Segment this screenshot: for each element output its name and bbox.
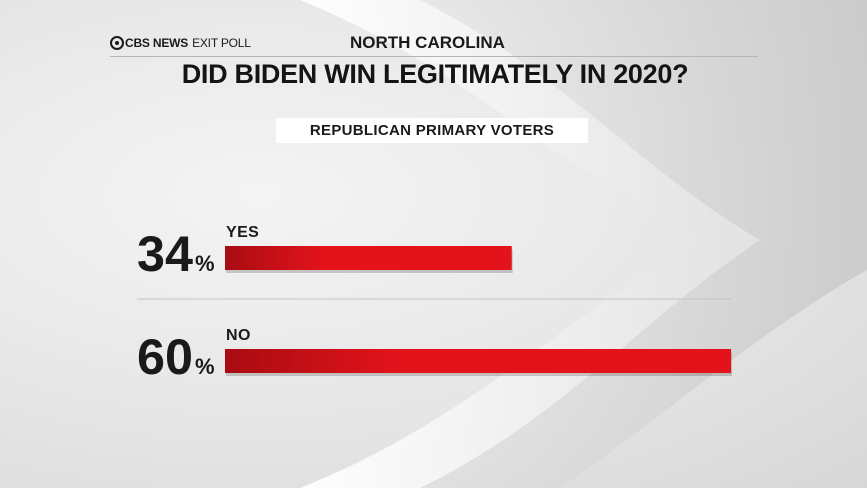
chart-subtitle: REPUBLICAN PRIMARY VOTERS (276, 118, 588, 143)
brand-name: CBS NEWS (125, 36, 189, 50)
category-label-yes: YES (226, 224, 259, 241)
bar-no (225, 349, 731, 373)
category-label-no: NO (226, 327, 251, 344)
bar-yes (225, 246, 512, 270)
header-divider (110, 56, 758, 57)
state-label: NORTH CAROLINA (350, 33, 505, 52)
chart-title: DID BIDEN WIN LEGITIMATELY IN 2020? (181, 59, 689, 89)
percent-sign: % (195, 251, 215, 276)
value-label-no: 60 (137, 329, 193, 385)
brand-exit-poll: EXIT POLL (192, 36, 251, 50)
cbs-news-exit-poll-logo: CBS NEWS EXIT POLL (110, 35, 251, 51)
percent-sign: % (195, 354, 215, 379)
cbs-eye-icon (110, 36, 124, 50)
header: CBS NEWS EXIT POLL NORTH CAROLINA (110, 33, 758, 53)
value-label-yes: 34 (137, 226, 193, 282)
